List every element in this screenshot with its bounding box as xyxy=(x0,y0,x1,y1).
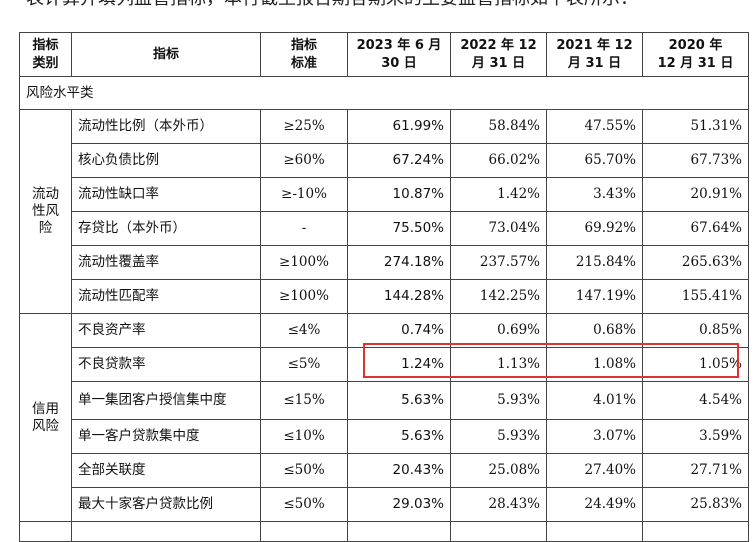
value-2021: 47.55% xyxy=(546,109,643,144)
table-row: 核心负债比例 ≥60% 67.24% 66.02% 65.70% 67.73% xyxy=(20,143,749,178)
indicator-standard: ≥100% xyxy=(260,245,348,280)
intro-text: 表计算并填列监管指标，本行截至报告期各期末的主要监管指标如下表所示： xyxy=(26,0,756,11)
header-indicator: 指标 xyxy=(71,32,261,77)
value-2023: 144.28% xyxy=(347,279,451,314)
indicator-name: 流动性比例（本外币） xyxy=(71,109,261,144)
value-2020: 20.91% xyxy=(642,177,749,212)
value-2021: 3.07% xyxy=(546,419,643,454)
indicator-name: 最大十家客户贷款比例 xyxy=(71,487,261,522)
indicator-name: 流动性匹配率 xyxy=(71,279,261,314)
indicator-standard: ≤15% xyxy=(260,381,348,420)
value-2023: 5.63% xyxy=(347,419,451,454)
table-row: 流动性缺口率 ≥-10% 10.87% 1.42% 3.43% 20.91% xyxy=(20,177,749,212)
indicator-standard: ≥-10% xyxy=(260,177,348,212)
value-2022: 5.93% xyxy=(450,381,547,420)
value-2021: 27.40% xyxy=(546,453,643,488)
value-2022: 5.93% xyxy=(450,419,547,454)
value-2021: 65.70% xyxy=(546,143,643,178)
table-row: 存贷比（本外币） - 75.50% 73.04% 69.92% 67.64% xyxy=(20,211,749,246)
section-row: 风险水平类 xyxy=(19,76,749,110)
indicator-name: 流动性缺口率 xyxy=(71,177,261,212)
indicator-name: 核心负债比例 xyxy=(71,143,261,178)
value-2020: 67.64% xyxy=(642,211,749,246)
value-2021: 215.84% xyxy=(546,245,643,280)
header-2021-12-31: 2021 年 12 月 31 日 xyxy=(546,32,643,77)
value-2022: 237.57% xyxy=(450,245,547,280)
value-2021: 147.19% xyxy=(546,279,643,314)
value-2021: 4.01% xyxy=(546,381,643,420)
header-standard: 指标 标准 xyxy=(260,32,348,77)
indicator-standard: - xyxy=(260,211,348,246)
value-2023: 5.63% xyxy=(347,381,451,420)
value-2020: 155.41% xyxy=(642,279,749,314)
table-row: 全部关联度 ≤50% 20.43% 25.08% 27.40% 27.71% xyxy=(20,453,749,488)
value-2022: 66.02% xyxy=(450,143,547,178)
header-row: 指标 类别 指标 指标 标准 2023 年 6 月 30 日 2022 年 12… xyxy=(19,32,749,77)
value-2020: 1.05% xyxy=(642,347,749,382)
indicator-name: 单一客户贷款集中度 xyxy=(71,419,261,454)
value-2021: 3.43% xyxy=(546,177,643,212)
header-2020-12-31: 2020 年 12 月 31 日 xyxy=(642,32,749,77)
value-2020: 25.83% xyxy=(642,487,749,522)
indicator-standard: ≤5% xyxy=(260,347,348,382)
table-row: 信用 风险 不良资产率 ≤4% 0.74% 0.69% 0.68% 0.85% xyxy=(19,313,749,522)
value-2020: 67.73% xyxy=(642,143,749,178)
indicator-name: 流动性覆盖率 xyxy=(71,245,261,280)
value-2020: 51.31% xyxy=(642,109,749,144)
value-2020: 265.63% xyxy=(642,245,749,280)
table-row: 流动 性风 险 流动性比例（本外币） ≥25% 61.99% 58.84% 47… xyxy=(19,109,749,314)
table-row: 单一客户贷款集中度 ≤10% 5.63% 5.93% 3.07% 3.59% xyxy=(20,419,749,454)
value-2020: 27.71% xyxy=(642,453,749,488)
value-2021: 0.68% xyxy=(546,313,643,348)
value-2021: 1.08% xyxy=(546,347,643,382)
value-2022: 1.13% xyxy=(450,347,547,382)
value-2023: 67.24% xyxy=(347,143,451,178)
header-category: 指标 类别 xyxy=(19,32,72,77)
value-2023: 10.87% xyxy=(347,177,451,212)
indicator-standard: ≤50% xyxy=(260,487,348,522)
value-2022: 25.08% xyxy=(450,453,547,488)
section-title: 风险水平类 xyxy=(19,76,749,110)
regulatory-indicators-table: 指标 类别 指标 指标 标准 2023 年 6 月 30 日 2022 年 12… xyxy=(19,32,749,542)
value-2020: 3.59% xyxy=(642,419,749,454)
value-2022: 58.84% xyxy=(450,109,547,144)
indicator-standard: ≤10% xyxy=(260,419,348,454)
value-2021: 24.49% xyxy=(546,487,643,522)
indicator-standard: ≥60% xyxy=(260,143,348,178)
value-2022: 73.04% xyxy=(450,211,547,246)
indicator-name: 不良贷款率 xyxy=(71,347,261,382)
category-liquidity-risk: 流动 性风 险 xyxy=(19,109,72,314)
table-row-partial xyxy=(19,521,749,542)
table-row: 最大十家客户贷款比例 ≤50% 29.03% 28.43% 24.49% 25.… xyxy=(20,487,749,522)
value-2022: 0.69% xyxy=(450,313,547,348)
table-row: 流动性匹配率 ≥100% 144.28% 142.25% 147.19% 155… xyxy=(20,279,749,314)
value-2021: 69.92% xyxy=(546,211,643,246)
value-2023: 0.74% xyxy=(347,313,451,348)
category-credit-risk: 信用 风险 xyxy=(19,313,72,522)
value-2022: 142.25% xyxy=(450,279,547,314)
indicator-name: 全部关联度 xyxy=(71,453,261,488)
indicator-standard: ≥25% xyxy=(260,109,348,144)
value-2023: 61.99% xyxy=(347,109,451,144)
indicator-name: 不良资产率 xyxy=(71,313,261,348)
value-2023: 20.43% xyxy=(347,453,451,488)
indicator-name: 单一集团客户授信集中度 xyxy=(71,381,261,420)
value-2022: 1.42% xyxy=(450,177,547,212)
indicator-standard: ≤50% xyxy=(260,453,348,488)
value-2023: 1.24% xyxy=(347,347,451,382)
table-row: 流动性覆盖率 ≥100% 274.18% 237.57% 215.84% 265… xyxy=(20,245,749,280)
indicator-standard: ≥100% xyxy=(260,279,348,314)
value-2022: 28.43% xyxy=(450,487,547,522)
value-2020: 4.54% xyxy=(642,381,749,420)
value-2023: 29.03% xyxy=(347,487,451,522)
value-2020: 0.85% xyxy=(642,313,749,348)
header-2023-06-30: 2023 年 6 月 30 日 xyxy=(347,32,451,77)
table-row: 单一集团客户授信集中度 ≤15% 5.63% 5.93% 4.01% 4.54% xyxy=(20,381,749,420)
value-2023: 75.50% xyxy=(347,211,451,246)
indicator-standard: ≤4% xyxy=(260,313,348,348)
header-2022-12-31: 2022 年 12 月 31 日 xyxy=(450,32,547,77)
table-row-highlighted: 不良贷款率 ≤5% 1.24% 1.13% 1.08% 1.05% xyxy=(20,347,749,382)
indicator-name: 存贷比（本外币） xyxy=(71,211,261,246)
value-2023: 274.18% xyxy=(347,245,451,280)
